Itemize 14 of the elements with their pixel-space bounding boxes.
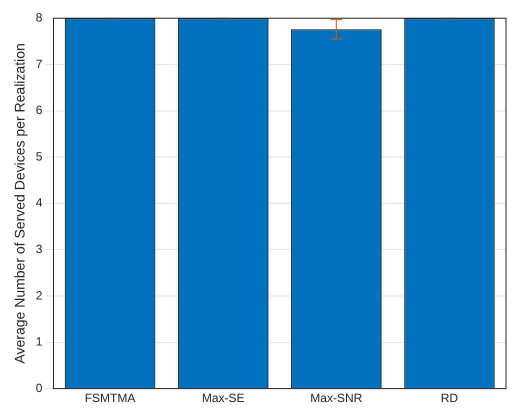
y-tick-label: 5 — [36, 149, 43, 164]
y-tick-label: 0 — [36, 380, 43, 395]
y-tick-label: 8 — [36, 10, 43, 25]
y-tick-label: 7 — [36, 56, 43, 71]
x-tick-label: RD — [440, 391, 458, 406]
x-tick-label: Max-SE — [202, 391, 245, 406]
x-tick-label: Max-SNR — [310, 391, 363, 406]
y-tick-label: 4 — [36, 196, 43, 210]
y-axis-title: Average Number of Served Devices per Realization — [11, 43, 28, 364]
x-tick-label: FSMTMA — [84, 391, 136, 406]
y-tick-label: 3 — [36, 242, 43, 256]
y-tick-label: 1 — [36, 334, 43, 349]
y-tick-label: 6 — [36, 103, 43, 118]
y-tick-label: 2 — [36, 288, 43, 302]
